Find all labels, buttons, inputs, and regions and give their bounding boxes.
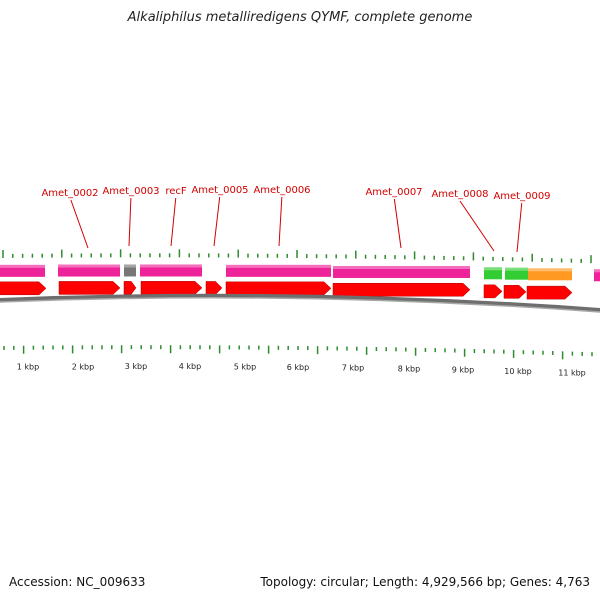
cds-arrow — [483, 284, 503, 299]
feature-block-shine — [505, 267, 528, 271]
kbp-label: 7 kbp — [342, 364, 364, 373]
genome-backbone — [0, 293, 600, 313]
leader-line — [459, 200, 495, 252]
kbp-label: 9 kbp — [452, 366, 474, 375]
gene-label-amet-0005[interactable]: Amet_0005 — [191, 185, 249, 247]
cds-arrow — [123, 281, 137, 295]
feature-block — [505, 267, 528, 280]
feature-block — [594, 269, 600, 282]
feature-block-shine — [226, 264, 331, 268]
feature-block — [0, 264, 45, 277]
kbp-label: 10 kbp — [504, 367, 532, 376]
kbp-label: 2 kbp — [72, 362, 94, 371]
feature-block — [124, 264, 136, 277]
kbp-label: 5 kbp — [234, 363, 256, 372]
kbp-labels: 1 kbp 2 kbp 3 kbp 4 kbp 5 kbp 6 kbp 7 kbp 8 kbp… — [17, 362, 586, 377]
feature-block — [58, 264, 120, 277]
kbp-label: 4 kbp — [179, 362, 201, 371]
gene-label-amet-0007[interactable]: Amet_0007 — [365, 187, 423, 249]
cds-arrow — [503, 285, 527, 299]
map-title: Alkaliphilus metalliredigens QYMF, compl… — [127, 10, 473, 25]
feature-tracks — [0, 264, 600, 300]
feature-block-shine — [594, 269, 600, 273]
feature-block — [484, 267, 502, 280]
leader-line — [128, 197, 132, 247]
gene-labels: Amet_0002 Amet_0003 recF Amet_0005 Amet_0006… — [41, 185, 551, 253]
leader-line — [516, 202, 523, 253]
cds-arrow — [140, 281, 203, 295]
cds-arrow — [0, 281, 47, 296]
leader-line — [393, 198, 402, 249]
cds-arrow — [58, 281, 121, 295]
gene-label-text: Amet_0007 — [365, 187, 422, 198]
cds-arrow — [332, 282, 471, 297]
feature-block-shine — [124, 264, 136, 268]
leader-line — [170, 197, 177, 247]
feature-block-shine — [58, 264, 120, 268]
feature-block-shine — [140, 264, 202, 268]
gene-label-text: Amet_0003 — [102, 186, 159, 197]
gene-label-amet-0002[interactable]: Amet_0002 — [41, 188, 99, 249]
feature-block — [528, 268, 572, 281]
cds-arrow — [205, 281, 223, 295]
cds-arrow — [225, 281, 332, 296]
gene-label-amet-0006[interactable]: Amet_0006 — [253, 185, 311, 247]
leader-line — [213, 196, 221, 247]
gene-label-amet-0003[interactable]: Amet_0003 — [102, 186, 160, 247]
backbone-line — [0, 293, 600, 312]
kbp-label: 6 kbp — [287, 363, 309, 372]
feature-block-shine — [484, 267, 502, 271]
gene-label-text: Amet_0006 — [253, 185, 310, 196]
gene-label-amet-0009[interactable]: Amet_0009 — [493, 191, 551, 253]
leader-line — [70, 199, 89, 249]
bottom-tick-marks — [3, 345, 593, 360]
cds-arrow — [526, 285, 573, 300]
feature-block-shine — [333, 265, 470, 269]
accession-text: Accession: NC_009633 — [9, 575, 146, 589]
feature-block — [140, 264, 202, 277]
kbp-label: 3 kbp — [125, 362, 147, 371]
top-tick-marks — [2, 249, 592, 264]
feature-block-shine — [0, 264, 45, 268]
gene-label-text: Amet_0005 — [191, 185, 248, 196]
gene-label-text: recF — [165, 186, 187, 197]
feature-block-shine — [528, 268, 572, 272]
gene-label-text: Amet_0008 — [431, 189, 488, 200]
kbp-label: 11 kbp — [558, 369, 586, 378]
gene-label-text: Amet_0002 — [41, 188, 98, 199]
gene-label-amet-0008[interactable]: Amet_0008 — [431, 189, 495, 252]
leader-line — [278, 196, 283, 247]
kbp-label: 8 kbp — [398, 365, 420, 374]
backbone-highlight — [0, 297, 600, 313]
feature-block — [333, 265, 470, 278]
feature-block — [226, 264, 331, 277]
kbp-label: 1 kbp — [17, 363, 39, 372]
summary-text: Topology: circular; Length: 4,929,566 bp… — [260, 575, 590, 589]
gene-label-recf[interactable]: recF — [165, 186, 187, 247]
gene-label-text: Amet_0009 — [493, 191, 550, 202]
